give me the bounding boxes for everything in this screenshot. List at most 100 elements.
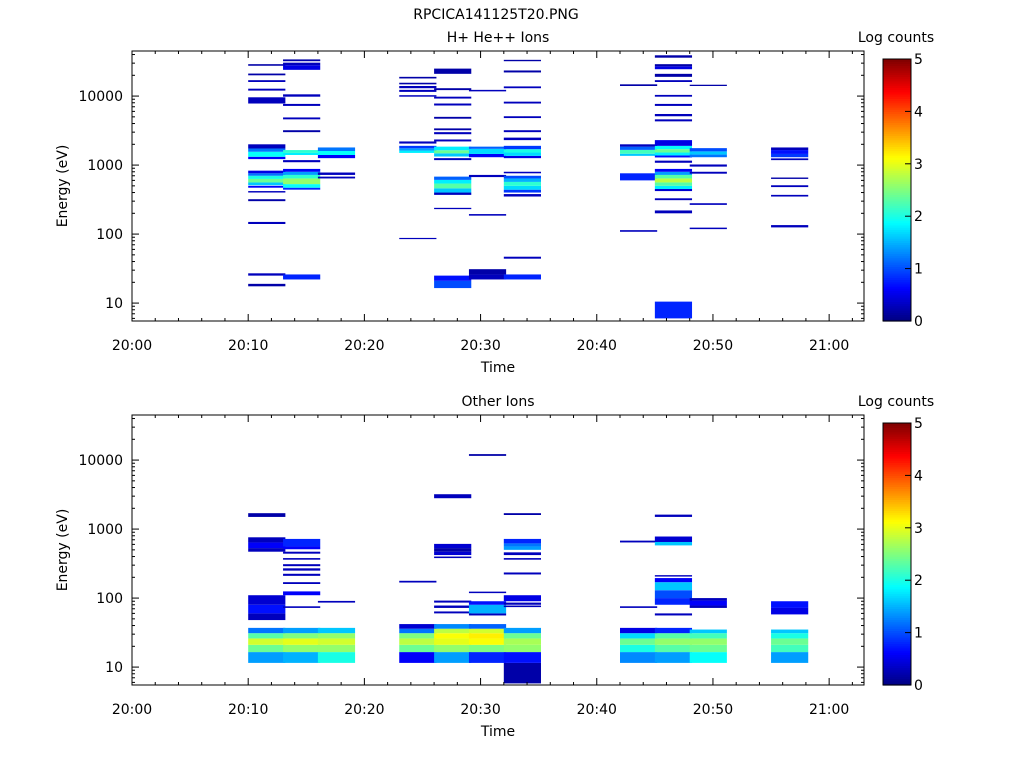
heatmap-cell xyxy=(283,184,321,188)
heatmap-cell xyxy=(248,604,286,614)
heatmap-cell xyxy=(503,152,541,156)
heatmap-cell xyxy=(248,178,286,183)
heatmap-cell xyxy=(503,652,541,663)
heatmap-cell xyxy=(503,662,541,684)
colorbar-tick-label: 1 xyxy=(914,262,923,278)
colorbar-band xyxy=(883,286,911,289)
heatmap-cell xyxy=(283,65,321,70)
colorbar-band xyxy=(883,318,911,322)
colorbar-band xyxy=(883,69,911,73)
heatmap-cell xyxy=(248,627,286,634)
colorbar-band xyxy=(883,124,911,128)
heatmap-cell xyxy=(434,96,472,99)
heatmap-cell xyxy=(283,178,321,185)
colorbar-band xyxy=(883,575,911,579)
heatmap-cell xyxy=(283,606,321,608)
colorbar-band xyxy=(883,133,911,137)
x-tick-label: 21:00 xyxy=(809,338,849,354)
colorbar-band xyxy=(883,547,911,551)
colorbar-band xyxy=(883,181,911,185)
colorbar-band xyxy=(883,471,911,474)
heatmap-cell xyxy=(317,172,356,175)
colorbar-band xyxy=(883,488,911,492)
colorbar-band xyxy=(883,652,911,656)
heatmap-cell xyxy=(503,178,541,182)
heatmap-cell xyxy=(503,605,541,608)
heatmap-cell xyxy=(399,237,437,240)
colorbar-tick-label: 4 xyxy=(914,104,923,120)
colorbar-band xyxy=(883,277,911,281)
colorbar-band xyxy=(883,163,911,167)
heatmap-cell xyxy=(654,514,693,517)
heatmap-cell xyxy=(654,638,693,645)
heatmap-cell xyxy=(654,541,693,546)
heatmap-cell xyxy=(283,638,321,645)
colorbar-band xyxy=(883,645,911,649)
heatmap-cell xyxy=(654,119,693,122)
heatmap-cell xyxy=(503,627,541,634)
heatmap-cell xyxy=(434,116,472,119)
heatmap-cell xyxy=(434,280,472,289)
heatmap-cell xyxy=(434,188,472,193)
heatmap-cell xyxy=(503,274,541,280)
heatmap-cell xyxy=(283,130,321,133)
heatmap-cell xyxy=(434,139,472,142)
heatmap-cell xyxy=(434,68,472,74)
heatmap-cell xyxy=(434,153,472,157)
heatmap-cell xyxy=(689,638,727,645)
colorbar-band xyxy=(883,314,911,318)
heatmap-cell xyxy=(283,558,321,560)
colorbar-band xyxy=(883,554,911,557)
colorbar-band xyxy=(883,139,911,143)
heatmap-cell xyxy=(654,178,693,183)
heatmap-cell xyxy=(434,128,472,131)
heatmap-cell xyxy=(654,182,693,186)
colorbar-band xyxy=(883,227,911,230)
colorbar-band xyxy=(883,462,911,466)
heatmap-cell xyxy=(283,174,321,179)
heatmap-cell xyxy=(468,148,507,154)
colorbar-band xyxy=(883,83,911,86)
colorbar-band xyxy=(883,117,911,121)
heatmap-cell xyxy=(248,652,286,663)
heatmap-cell xyxy=(283,152,321,155)
colorbar-label: Log counts xyxy=(858,394,934,410)
heatmap-cell xyxy=(434,633,472,639)
colorbar-band xyxy=(883,174,911,178)
colorbar-tick-label: 4 xyxy=(914,468,923,484)
colorbar-band xyxy=(883,578,911,581)
colorbar-band xyxy=(883,628,911,632)
colorbar-band xyxy=(883,259,911,263)
colorbar-band xyxy=(883,523,911,527)
heatmap-cell xyxy=(283,171,321,175)
colorbar-band xyxy=(883,115,911,119)
heatmap-cell xyxy=(317,638,356,645)
colorbar-band xyxy=(883,654,911,658)
colorbar-band xyxy=(883,481,911,485)
colorbar-band xyxy=(883,155,911,158)
colorbar-band xyxy=(883,558,911,562)
colorbar-band xyxy=(883,179,911,182)
colorbar-band xyxy=(883,196,911,200)
colorbar-band xyxy=(883,490,911,494)
heatmap-cell xyxy=(771,644,809,653)
heatmap-cell xyxy=(468,644,507,653)
heatmap-cell xyxy=(654,66,693,70)
colorbar-band xyxy=(883,632,911,636)
heatmap-cell xyxy=(468,624,507,629)
heatmap-cell xyxy=(620,644,658,653)
heatmap-cell xyxy=(620,652,658,663)
heatmap-cell xyxy=(468,269,507,275)
heatmap-cell xyxy=(283,568,321,571)
heatmap-cell xyxy=(503,558,541,560)
colorbar-band xyxy=(883,113,911,117)
heatmap-cell xyxy=(248,88,286,91)
heatmap-cell xyxy=(771,158,809,161)
heatmap-cell xyxy=(620,627,658,634)
heatmap-cell xyxy=(654,140,693,146)
heatmap-cell xyxy=(503,70,541,73)
colorbar-band xyxy=(883,510,911,514)
heatmap-cell xyxy=(434,494,472,499)
heatmap-cell xyxy=(468,613,507,616)
colorbar-band xyxy=(883,676,911,680)
